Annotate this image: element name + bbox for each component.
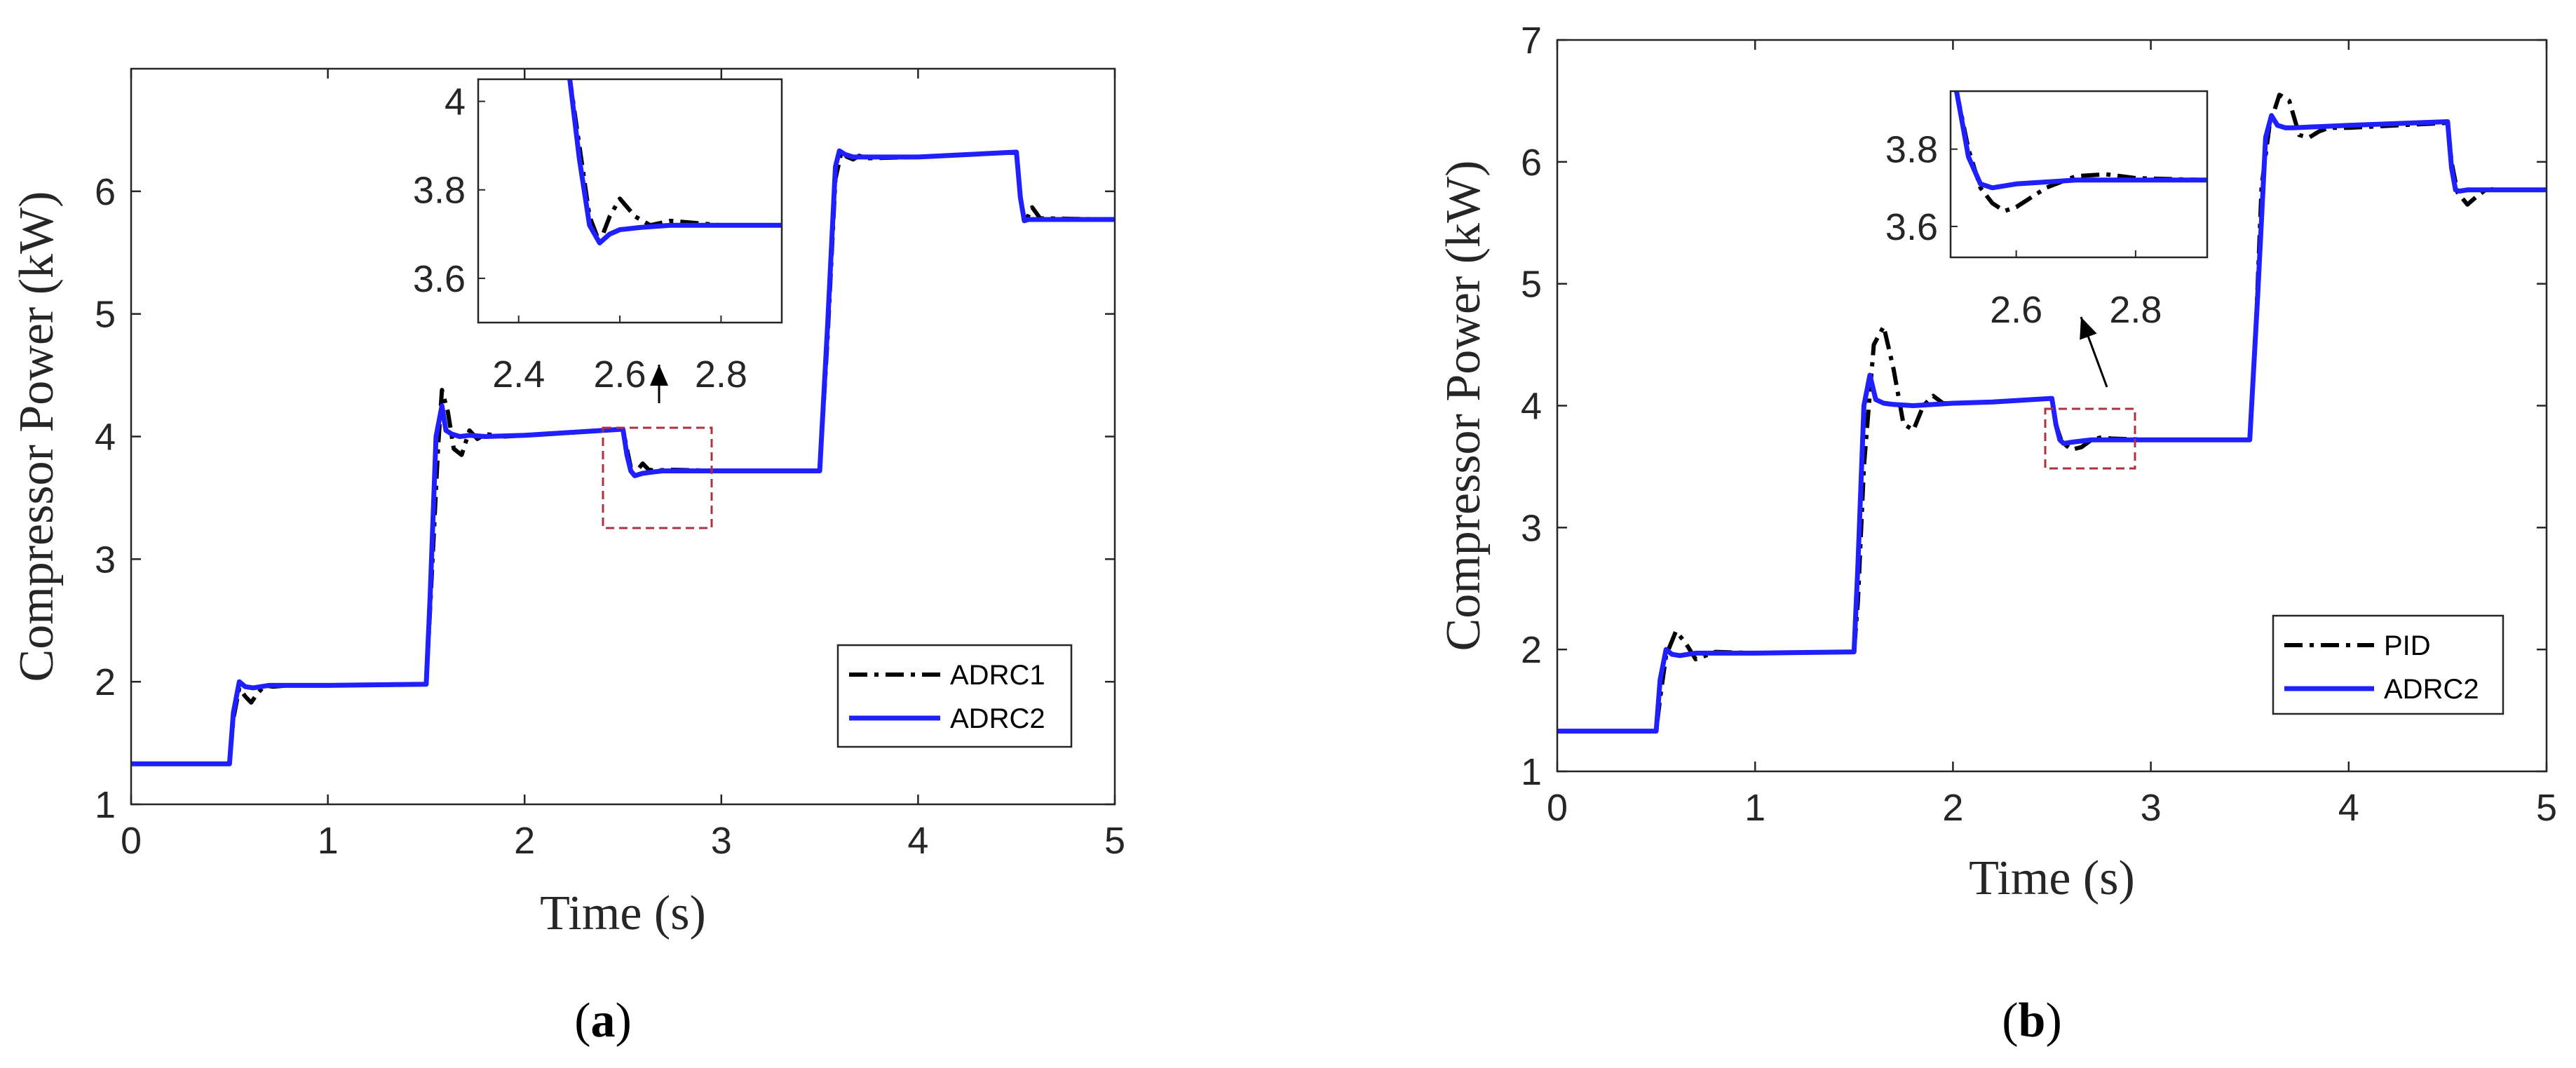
- inset-series-line-adrc2: [567, 79, 782, 245]
- inset-y-tick-label: 3.8: [1885, 129, 1938, 171]
- y-tick-label: 1: [1521, 751, 1542, 793]
- zoom-arrow-head: [2080, 317, 2097, 340]
- x-tick-label: 5: [2536, 787, 2557, 829]
- x-tick-label: 5: [1104, 820, 1125, 862]
- inset-frame: [477, 78, 783, 324]
- x-tick-label: 1: [1744, 787, 1765, 829]
- inset-frame: [1949, 90, 2209, 259]
- y-tick-label: 3: [1521, 507, 1542, 549]
- legend-label-adrc1: ADRC1: [950, 660, 1045, 691]
- inset-background: [478, 79, 782, 323]
- legend-label-adrc2: ADRC2: [2384, 674, 2479, 705]
- y-axis-label: Compressor Power (kW): [10, 191, 64, 682]
- x-tick-label: 3: [711, 820, 732, 862]
- panel-label: (a): [574, 994, 632, 1048]
- inset-x-tick-label: 2.6: [594, 353, 646, 396]
- x-tick-label: 3: [2141, 787, 2162, 829]
- inset-background: [1951, 91, 2207, 257]
- x-tick-label: 2: [514, 820, 535, 862]
- inset-series-line-pid: [1954, 91, 2207, 213]
- inset-x-tick-label: 2.8: [2109, 289, 2162, 331]
- y-tick-label: 4: [1521, 386, 1542, 428]
- x-tick-label: 0: [1547, 787, 1568, 829]
- legend: ADRC1 ADRC2: [836, 644, 1073, 748]
- x-tick-label: 0: [121, 820, 142, 862]
- inset-zoom-plot: 2.4 2.6 2.8 3.6 3.8 4: [413, 78, 783, 396]
- inset-y-tick-label: 3.6: [1885, 206, 1938, 248]
- inset-y-tick-label: 3.6: [413, 258, 466, 300]
- y-tick-label: 7: [1521, 20, 1542, 62]
- y-tick-label: 2: [95, 661, 116, 703]
- x-axis-label: Time (s): [1969, 851, 2135, 905]
- y-tick-label: 2: [1521, 629, 1542, 671]
- legend: PID ADRC2: [2272, 614, 2504, 715]
- panel-label-close: ): [2045, 994, 2061, 1048]
- panel-label-open: (: [2002, 994, 2018, 1048]
- panel-label-close: ): [616, 994, 632, 1048]
- series-line-adrc2: [131, 148, 1115, 766]
- y-tick-label: 4: [95, 417, 116, 459]
- inset-x-tick-label: 2.4: [492, 353, 545, 396]
- y-tick-label: 5: [95, 294, 116, 336]
- panel-label-open: (: [574, 994, 590, 1048]
- legend-label-pid: PID: [2384, 630, 2431, 661]
- series-line-adrc2: [1557, 113, 2547, 734]
- zoom-region-box: [602, 426, 713, 529]
- x-tick-label: 4: [907, 820, 928, 862]
- legend-label-adrc2: ADRC2: [950, 703, 1045, 734]
- zoom-region-box: [2044, 407, 2136, 470]
- inset-x-tick-label: 2.8: [695, 353, 747, 396]
- x-tick-label: 4: [2338, 787, 2359, 829]
- panel-label: (b): [2002, 994, 2062, 1048]
- y-axis-label: Compressor Power (kW): [1437, 161, 1491, 651]
- y-tick-label: 5: [1521, 264, 1542, 306]
- inset-zoom-plot: 2.6 2.8 3.6 3.8: [1885, 90, 2209, 331]
- y-tick-label: 6: [95, 171, 116, 213]
- inset-series-line-adrc2: [1954, 91, 2207, 191]
- legend-box: [2272, 614, 2504, 715]
- y-tick-label: 1: [95, 784, 116, 826]
- zoom-arrow-head: [650, 365, 668, 386]
- panel-label-letter: a: [591, 994, 616, 1048]
- x-tick-label: 1: [318, 820, 339, 862]
- x-axis-label: Time (s): [540, 886, 706, 940]
- legend-box: [836, 644, 1073, 748]
- y-tick-label: 6: [1521, 142, 1542, 184]
- inset-y-tick-label: 3.8: [413, 170, 466, 212]
- inset-x-tick-label: 2.6: [1990, 289, 2042, 331]
- inset-y-tick-label: 4: [445, 81, 466, 123]
- y-tick-label: 3: [95, 539, 116, 581]
- panel-label-letter: b: [2019, 994, 2046, 1048]
- x-tick-label: 2: [1942, 787, 1963, 829]
